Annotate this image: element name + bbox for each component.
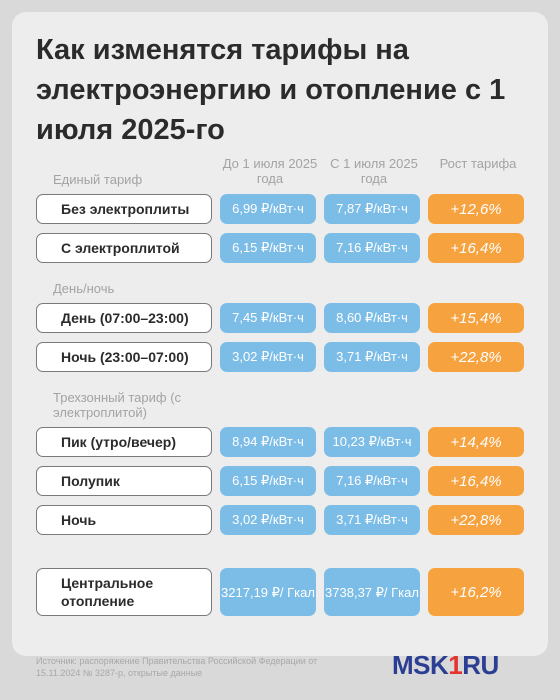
value-after: 7,16 ₽/кВт·ч <box>324 233 420 263</box>
value-before: 6,15 ₽/кВт·ч <box>220 466 316 496</box>
row-label: Без электроплиты <box>36 194 212 224</box>
page-title: Как изменятся тарифы на электроэнергию и… <box>36 34 506 146</box>
section-three-zone: Трехзонный тариф (с электроплитой) <box>53 390 182 420</box>
value-after: 8,60 ₽/кВт·ч <box>324 303 420 333</box>
value-before: 7,45 ₽/кВт·ч <box>220 303 316 333</box>
row-label: С электроплитой <box>36 233 212 263</box>
growth-badge: +14,4% <box>428 427 524 457</box>
section-day-night: День/ночь <box>53 281 115 296</box>
value-after: 10,23 ₽/кВт·ч <box>324 427 420 457</box>
value-after: 3,71 ₽/кВт·ч <box>324 342 420 372</box>
row-label: Полупик <box>36 466 212 496</box>
row-label: Пик (утро/вечер) <box>36 427 212 457</box>
value-after: 3,71 ₽/кВт·ч <box>324 505 420 535</box>
value-before: 3217,19 ₽/ Гкал <box>220 568 316 616</box>
row-label: Ночь <box>36 505 212 535</box>
growth-badge: +12,6% <box>428 194 524 224</box>
row-label: Ночь (23:00–07:00) <box>36 342 212 372</box>
value-after: 7,87 ₽/кВт·ч <box>324 194 420 224</box>
growth-badge: +22,8% <box>428 342 524 372</box>
column-header-growth: Рост тарифа <box>439 156 517 171</box>
value-before: 6,99 ₽/кВт·ч <box>220 194 316 224</box>
growth-badge: +16,4% <box>428 233 524 263</box>
value-before: 6,15 ₽/кВт·ч <box>220 233 316 263</box>
msk1-logo: MSK 1 RU <box>392 650 499 681</box>
value-after: 7,16 ₽/кВт·ч <box>324 466 420 496</box>
row-label: Центральное отопление <box>36 568 212 616</box>
logo-text-ru: RU <box>462 650 499 680</box>
column-header-before: До 1 июля 2025 года <box>222 156 318 186</box>
source-note: Источник: распоряжение Правительства Рос… <box>36 656 318 678</box>
section-single-tariff: Единый тариф <box>53 172 143 187</box>
logo-text-msk: MSK <box>392 650 449 680</box>
growth-badge: +22,8% <box>428 505 524 535</box>
value-before: 8,94 ₽/кВт·ч <box>220 427 316 457</box>
infographic-card <box>12 12 548 656</box>
value-after: 3738,37 ₽/ Гкал <box>324 568 420 616</box>
growth-badge: +15,4% <box>428 303 524 333</box>
value-before: 3,02 ₽/кВт·ч <box>220 342 316 372</box>
growth-badge: +16,4% <box>428 466 524 496</box>
row-label: День (07:00–23:00) <box>36 303 212 333</box>
column-header-after: С 1 июля 2025 года <box>330 156 418 186</box>
logo-text-1: 1 <box>448 650 463 680</box>
growth-badge: +16,2% <box>428 568 524 616</box>
value-before: 3,02 ₽/кВт·ч <box>220 505 316 535</box>
